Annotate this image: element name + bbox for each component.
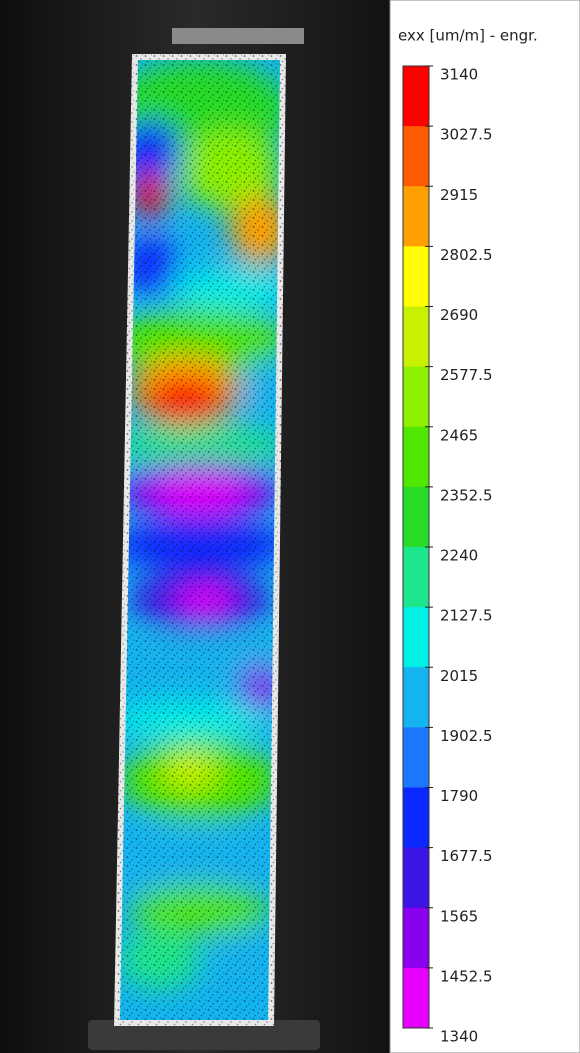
colorbar-segment [403, 126, 429, 187]
colorbar-segment [403, 486, 429, 548]
tick-label: 1677.5 [440, 847, 493, 865]
colorbar-segment [403, 967, 429, 1029]
colorbar-segment [403, 366, 429, 428]
upper-grip [172, 28, 304, 44]
tick-label: 3140 [440, 66, 478, 84]
colorbar-segment [403, 186, 429, 247]
strain-field [120, 60, 280, 1020]
tick-label: 1565 [440, 907, 478, 925]
colorbar-segment [403, 306, 429, 368]
colorbar: 3140 3027.5 2915 2802.5 2690 2577.5 2465 2352.5… [402, 65, 493, 1046]
colorbar-segment [403, 607, 429, 668]
tick-label: 2802.5 [440, 246, 493, 264]
tick-label: 2915 [440, 186, 478, 204]
colorbar-segment [403, 727, 429, 788]
colorbar-segment [403, 66, 429, 127]
tick-label: 2352.5 [440, 486, 493, 504]
colorbar-segment [403, 787, 429, 849]
tick-label: 1340 [440, 1028, 478, 1046]
tick-label: 1790 [440, 787, 478, 805]
colorbar-title: exx [um/m] - engr. [398, 27, 538, 45]
tick-label: 2015 [440, 667, 478, 685]
tick-label: 2240 [440, 547, 478, 565]
tick-label: 3027.5 [440, 126, 493, 144]
tick-label: 1902.5 [440, 727, 493, 745]
colorbar-segment [403, 547, 429, 608]
tick-label: 2690 [440, 306, 478, 324]
colorbar-segment [403, 847, 429, 909]
tick-label: 2465 [440, 426, 478, 444]
tick-label: 1452.5 [440, 967, 493, 985]
lower-grip [88, 1020, 320, 1050]
speckle [120, 60, 280, 1020]
tick-label: 2577.5 [440, 366, 493, 384]
colorbar-segment [403, 907, 429, 969]
colorbar-segment [403, 667, 429, 728]
colorbar-segment [403, 426, 429, 488]
colorbar-segment [403, 246, 429, 307]
tick-label: 2127.5 [440, 607, 493, 625]
